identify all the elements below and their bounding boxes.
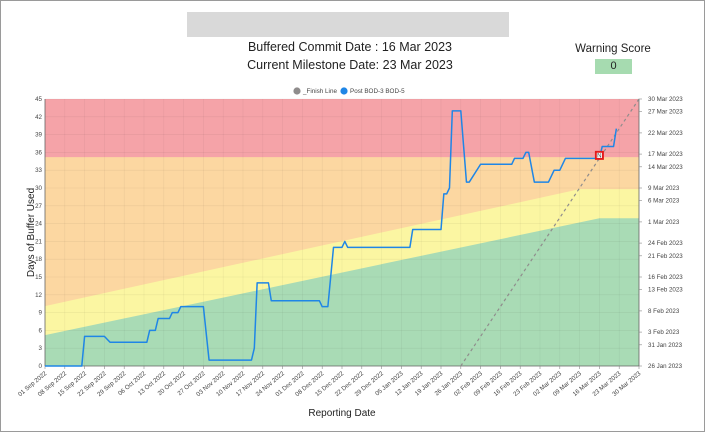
y2-tick-label: 13 Feb 2023 [648, 287, 683, 294]
y2-tick-label: 22 Mar 2023 [648, 130, 683, 137]
y-tick-label: 33 [35, 167, 42, 174]
y-tick-label: 6 [39, 327, 43, 334]
legend-label: _Finish Line [302, 88, 337, 95]
red-zone [45, 99, 639, 158]
y-tick-label: 15 [35, 274, 42, 281]
y2-tick-label: 3 Feb 2023 [648, 329, 680, 336]
y-tick-label: 30 [35, 185, 42, 192]
y2-tick-label: 31 Jan 2023 [648, 342, 683, 349]
x-axis-title: Reporting Date [308, 408, 376, 419]
y2-tick-label: 6 Mar 2023 [648, 198, 680, 205]
y2-tick-label: 17 Mar 2023 [648, 151, 683, 158]
y2-tick-label: 8 Feb 2023 [648, 308, 680, 315]
y-tick-label: 21 [35, 238, 42, 245]
warning-score-value: 0 [595, 59, 632, 74]
marker-inner [596, 152, 602, 158]
y2-tick-label: 26 Jan 2023 [648, 363, 683, 370]
y-tick-label: 9 [39, 310, 43, 317]
y-tick-label: 45 [35, 96, 42, 103]
post-bod-series-line [45, 110, 618, 367]
y2-tick-label: 14 Mar 2023 [648, 164, 683, 171]
y-tick-label: 24 [35, 221, 42, 228]
y-tick-label: 27 [35, 203, 42, 210]
y-tick-label: 42 [35, 114, 42, 121]
y-tick-label: 12 [35, 292, 42, 299]
legend-label: Post BOD-3 BOD-5 [350, 88, 405, 95]
y-tick-label: 39 [35, 132, 42, 139]
legend-marker [340, 87, 348, 95]
y-tick-label: 18 [35, 256, 42, 263]
y2-tick-label: 16 Feb 2023 [648, 274, 683, 281]
y2-tick-label: 27 Mar 2023 [648, 109, 683, 116]
y2-tick-label: 9 Mar 2023 [648, 185, 680, 192]
legend-marker [293, 87, 301, 95]
green-zone [45, 218, 639, 366]
y2-tick-label: 21 Feb 2023 [648, 253, 683, 260]
y2-tick-label: 24 Feb 2023 [648, 240, 683, 247]
marker-label: N [597, 152, 601, 159]
y2-tick-label: 30 Mar 2023 [648, 96, 683, 103]
y-axis-title: Days of Buffer Used [26, 188, 37, 277]
y-tick-label: 36 [35, 149, 42, 156]
y2-tick-label: 1 Mar 2023 [648, 219, 680, 226]
buffered-commit-date: Buffered Commit Date : 16 Mar 2023 [247, 40, 453, 54]
y-tick-label: 3 [39, 345, 43, 352]
title-bar-placeholder [187, 12, 509, 37]
current-milestone-date: Current Milestone Date: 23 Mar 2023 [247, 58, 453, 72]
warning-score-label: Warning Score [575, 43, 651, 55]
y-tick-label: 0 [39, 363, 43, 370]
